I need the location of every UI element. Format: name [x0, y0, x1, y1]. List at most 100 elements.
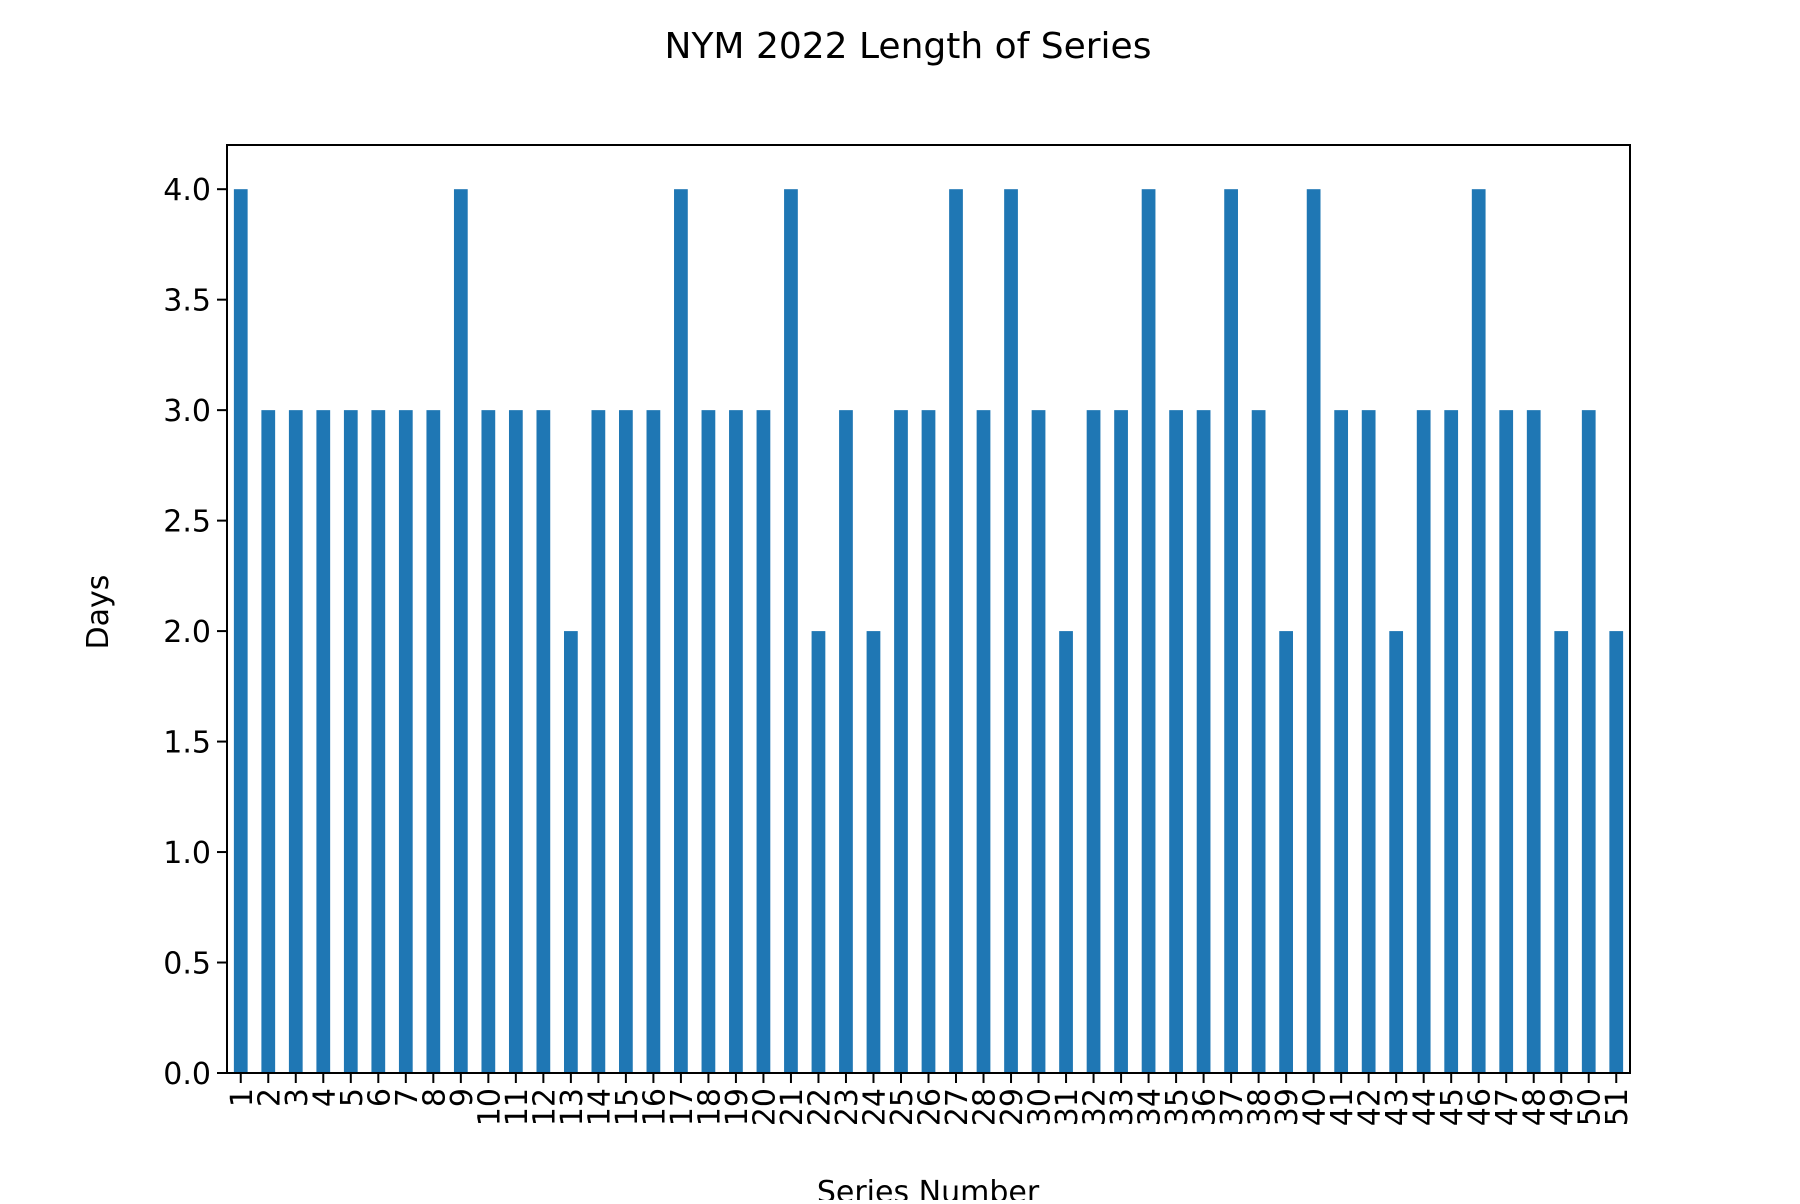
- x-tick-label: 27: [940, 1088, 975, 1126]
- x-tick-label: 37: [1215, 1088, 1250, 1126]
- bar-series-24: [866, 631, 881, 1073]
- bar-series-46: [1471, 189, 1486, 1073]
- x-tick-label: 6: [362, 1088, 397, 1107]
- x-tick-label: 2: [252, 1088, 287, 1107]
- bar-series-30: [1031, 410, 1046, 1073]
- bar-series-42: [1361, 410, 1376, 1073]
- bar-series-3: [288, 410, 303, 1073]
- bar-series-44: [1416, 410, 1431, 1073]
- x-tick-label: 12: [527, 1088, 562, 1126]
- x-tick-label: 20: [747, 1088, 782, 1126]
- x-tick-label: 33: [1105, 1088, 1140, 1126]
- chart-title: NYM 2022 Length of Series: [665, 26, 1152, 67]
- bar-series-12: [536, 410, 551, 1073]
- x-tick-label: 3: [280, 1088, 315, 1107]
- bar-series-18: [701, 410, 716, 1073]
- y-tick-label: 1.5: [163, 726, 211, 761]
- x-tick-label: 22: [802, 1088, 837, 1126]
- bar-series-11: [508, 410, 523, 1073]
- bar-series-13: [564, 631, 578, 1073]
- x-tick-label: 34: [1133, 1088, 1168, 1126]
- y-tick-label: 3.5: [163, 284, 211, 319]
- x-tick-label: 49: [1545, 1088, 1580, 1126]
- x-tick-label: 38: [1243, 1088, 1278, 1126]
- bar-series-14: [591, 410, 606, 1073]
- bar-series-41: [1334, 410, 1349, 1073]
- x-tick-label: 15: [610, 1088, 645, 1126]
- x-tick-label: 17: [665, 1088, 700, 1126]
- x-tick-label: 1: [225, 1088, 260, 1107]
- bar-series-26: [921, 410, 936, 1073]
- x-tick-label: 14: [582, 1088, 617, 1126]
- bar-series-31: [1059, 631, 1073, 1073]
- plot-frame: [226, 144, 1631, 1074]
- bar-series-27: [949, 189, 963, 1073]
- x-tick-label: 29: [995, 1088, 1030, 1126]
- bar-series-5: [343, 410, 358, 1073]
- x-tick-label: 7: [390, 1088, 425, 1107]
- x-tick-label: 44: [1408, 1088, 1443, 1126]
- bar-series-36: [1196, 410, 1211, 1073]
- x-tick-label: 39: [1270, 1088, 1305, 1126]
- x-tick-label: 19: [720, 1088, 755, 1126]
- bar-series-48: [1526, 410, 1541, 1073]
- bar-series-39: [1279, 631, 1293, 1073]
- x-tick-label: 36: [1188, 1088, 1223, 1126]
- bar-series-2: [261, 410, 276, 1073]
- x-tick-label: 31: [1050, 1088, 1085, 1126]
- x-tick-label: 42: [1353, 1088, 1388, 1126]
- bar-series-22: [811, 631, 826, 1073]
- x-tick-label: 50: [1573, 1088, 1608, 1126]
- bar-series-38: [1251, 410, 1266, 1073]
- bar-series-10: [481, 410, 496, 1073]
- y-tick-label: 2.0: [163, 615, 211, 650]
- bars-group: [233, 189, 1624, 1073]
- bar-series-29: [1004, 189, 1018, 1073]
- y-tick-label: 0.0: [163, 1057, 211, 1092]
- x-tick-label: 30: [1023, 1088, 1058, 1126]
- y-tick-label: 3.0: [163, 394, 211, 429]
- bar-series-43: [1389, 631, 1404, 1073]
- bar-series-45: [1444, 410, 1459, 1073]
- bar-series-34: [1141, 189, 1156, 1073]
- bar-series-19: [729, 410, 743, 1073]
- bar-series-8: [426, 410, 441, 1073]
- x-tick-label: 40: [1298, 1088, 1333, 1126]
- x-tick-label: 18: [692, 1088, 727, 1126]
- bar-series-49: [1554, 631, 1569, 1073]
- x-tick-label: 45: [1435, 1088, 1470, 1126]
- x-tick-label: 21: [775, 1088, 810, 1126]
- x-tick-label: 43: [1380, 1088, 1415, 1126]
- bar-series-23: [839, 410, 853, 1073]
- bar-series-51: [1609, 631, 1624, 1073]
- bar-series-50: [1581, 410, 1596, 1073]
- x-tick-label: 10: [472, 1088, 507, 1126]
- x-tick-label: 25: [885, 1088, 920, 1126]
- bar-series-37: [1224, 189, 1238, 1073]
- bar-series-16: [646, 410, 661, 1073]
- x-tick-label: 16: [637, 1088, 672, 1126]
- y-tick-label: 1.0: [163, 836, 211, 871]
- bar-series-28: [976, 410, 991, 1073]
- y-tick-label: 4.0: [163, 173, 211, 208]
- x-tick-label: 48: [1518, 1088, 1553, 1126]
- x-tick-label: 4: [307, 1088, 342, 1107]
- x-axis-label: Series Number: [817, 1175, 1040, 1200]
- bar-series-17: [674, 189, 688, 1073]
- bar-series-9: [453, 189, 468, 1073]
- x-tick-label: 13: [555, 1088, 590, 1126]
- bar-series-15: [619, 410, 633, 1073]
- x-axis: 1234567891011121314151617181920212223242…: [225, 1073, 1635, 1126]
- bar-series-1: [233, 189, 248, 1073]
- bar-series-33: [1114, 410, 1128, 1073]
- x-tick-label: 35: [1160, 1088, 1195, 1126]
- x-tick-label: 26: [913, 1088, 948, 1126]
- x-tick-label: 5: [335, 1088, 370, 1107]
- bar-series-40: [1306, 189, 1321, 1073]
- x-tick-label: 8: [417, 1088, 452, 1107]
- bar-series-35: [1169, 410, 1183, 1073]
- x-tick-label: 51: [1600, 1088, 1635, 1126]
- bar-series-4: [316, 410, 331, 1073]
